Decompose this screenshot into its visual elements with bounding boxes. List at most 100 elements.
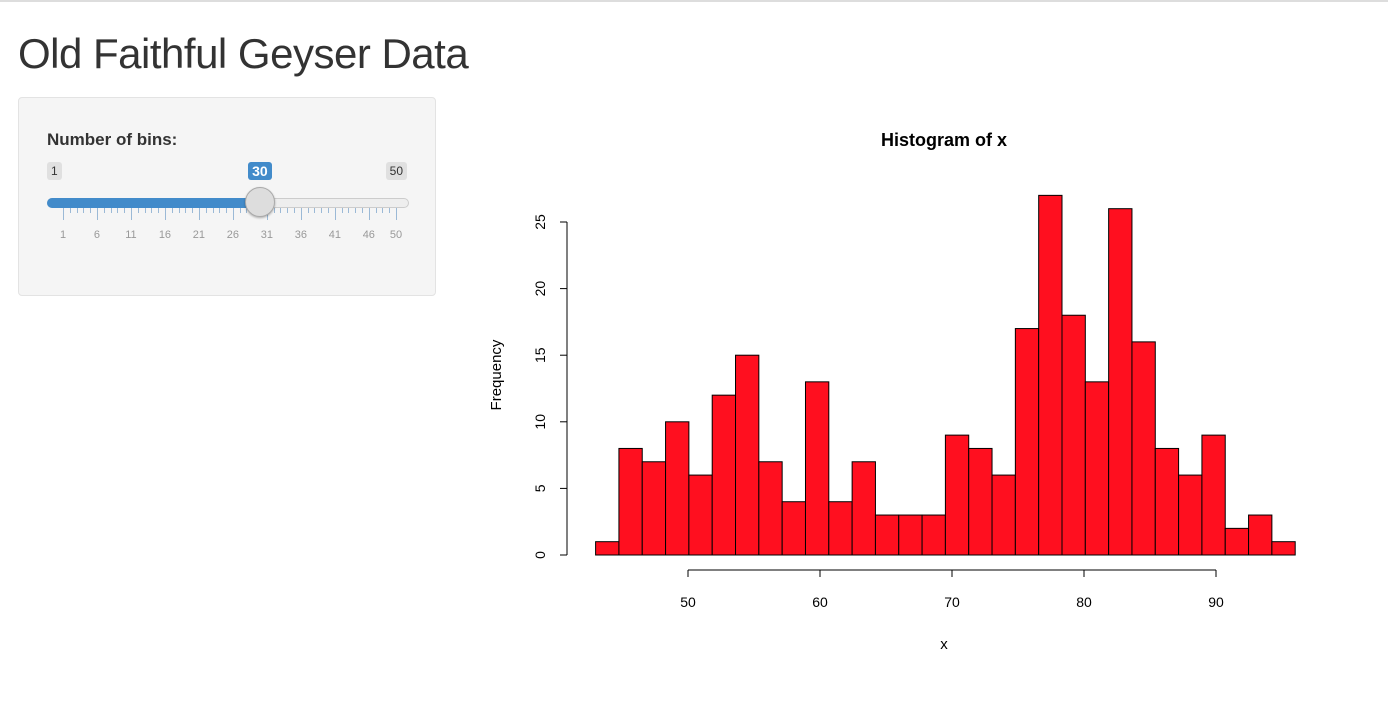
histogram-bar xyxy=(1224,527,1250,556)
histogram-bar xyxy=(641,461,667,556)
histogram-bar xyxy=(1061,314,1086,556)
histogram-bar xyxy=(711,394,737,556)
slider-label: Number of bins: xyxy=(47,130,178,149)
histogram-bar xyxy=(1201,434,1226,556)
page-title: Old Faithful Geyser Data xyxy=(18,30,469,77)
slider-minor-tick xyxy=(171,208,173,213)
y-tick-label: 15 xyxy=(532,347,548,363)
slider-major-tick xyxy=(63,208,64,220)
histogram-bar xyxy=(898,514,923,556)
slider-major-tick xyxy=(96,208,98,220)
slider-minor-tick xyxy=(226,208,228,213)
slider-tick-label: 26 xyxy=(226,229,240,241)
slider-major-tick xyxy=(198,208,200,220)
slider-tick-label: 46 xyxy=(362,229,375,241)
slider-major-tick xyxy=(396,208,397,220)
slider-major-tick xyxy=(130,208,132,220)
histogram-bar xyxy=(1131,341,1156,556)
slider-handle[interactable] xyxy=(245,187,276,217)
slider-minor-tick xyxy=(158,208,160,213)
x-tick-label: 50 xyxy=(680,594,696,610)
histogram-bar xyxy=(688,474,713,556)
slider-minor-tick xyxy=(205,208,207,213)
histogram-bar xyxy=(804,381,830,556)
slider-minor-tick xyxy=(83,208,85,213)
x-tick-label: 90 xyxy=(1208,594,1224,610)
histogram-bar xyxy=(595,541,620,556)
slider-minor-tick xyxy=(219,208,221,213)
slider-fill xyxy=(47,198,261,208)
slider-major-tick xyxy=(232,208,234,220)
slider-major-tick xyxy=(368,208,370,220)
slider-major-tick xyxy=(164,208,166,220)
slider-minor-tick xyxy=(348,208,350,213)
histogram-bar xyxy=(991,474,1016,556)
slider-major-tick xyxy=(300,208,302,220)
slider-tick-label: 16 xyxy=(158,229,172,241)
slider-minor-tick xyxy=(362,208,364,213)
slider-minor-tick xyxy=(389,208,391,213)
histogram-bar xyxy=(1154,447,1180,556)
histogram-bar xyxy=(944,434,970,556)
histogram-bar xyxy=(781,501,806,556)
histogram-bar xyxy=(851,461,876,556)
slider-minor-tick xyxy=(239,208,241,213)
histogram-bar xyxy=(1014,328,1040,556)
histogram-bar xyxy=(968,447,993,556)
slider-minor-tick xyxy=(103,208,105,213)
slider-minor-tick xyxy=(110,208,112,213)
histogram-bar xyxy=(921,514,946,556)
histogram-bar xyxy=(1108,208,1133,556)
slider-minor-tick xyxy=(273,208,275,213)
x-axis-label: x xyxy=(940,636,948,653)
slider-tick-label: 31 xyxy=(260,229,273,241)
histogram-bar xyxy=(735,354,760,556)
slider-minor-tick xyxy=(124,208,126,213)
histogram-bar xyxy=(828,501,853,556)
histogram-bar xyxy=(1271,541,1296,556)
slider-tick-label: 6 xyxy=(93,229,101,241)
slider-major-tick xyxy=(334,208,336,220)
slider-minor-tick xyxy=(328,208,330,213)
slider-minor-tick xyxy=(280,208,282,213)
slider-minor-tick xyxy=(76,208,78,213)
slider-tick-label: 41 xyxy=(328,229,341,241)
slider-minor-tick xyxy=(307,208,309,213)
slider-minor-tick xyxy=(192,208,194,213)
slider-tick-label: 21 xyxy=(192,229,206,241)
histogram-bar xyxy=(665,421,690,556)
y-tick-label: 0 xyxy=(532,551,548,559)
slider-minor-tick xyxy=(69,208,71,213)
slider-minor-tick xyxy=(314,208,316,213)
slider-minor-tick xyxy=(375,208,377,213)
x-tick-label: 60 xyxy=(812,594,828,610)
slider-value-label: 30 xyxy=(248,162,272,180)
slider-minor-tick xyxy=(137,208,139,213)
slider-minor-tick xyxy=(355,208,357,213)
histogram-bar xyxy=(1248,514,1273,556)
slider-minor-tick xyxy=(185,208,187,213)
slider-minor-tick xyxy=(294,208,296,213)
chart-title: Histogram of x xyxy=(881,130,1007,150)
x-tick-label: 70 xyxy=(944,594,960,610)
histogram-bar xyxy=(1178,474,1203,556)
histogram-bar xyxy=(1084,381,1110,556)
histogram-bar xyxy=(874,514,900,556)
slider-minor-tick xyxy=(287,208,289,213)
histogram-bar xyxy=(758,461,783,556)
slider-tick-label: 36 xyxy=(294,229,307,241)
x-tick-label: 80 xyxy=(1076,594,1092,610)
y-tick-label: 10 xyxy=(532,414,548,430)
histogram-bar xyxy=(618,447,643,556)
y-tick-label: 25 xyxy=(532,214,548,230)
y-tick-label: 20 xyxy=(532,281,548,297)
slider-tick-label: 50 xyxy=(389,229,403,241)
slider-minor-tick xyxy=(90,208,92,213)
slider-min-label: 1 xyxy=(47,162,62,180)
slider-tick-label: 1 xyxy=(59,229,67,241)
slider-max-label: 50 xyxy=(385,162,407,180)
top-border xyxy=(0,0,1388,2)
slider-tick-label: 11 xyxy=(125,229,137,241)
slider-minor-tick xyxy=(117,208,119,213)
